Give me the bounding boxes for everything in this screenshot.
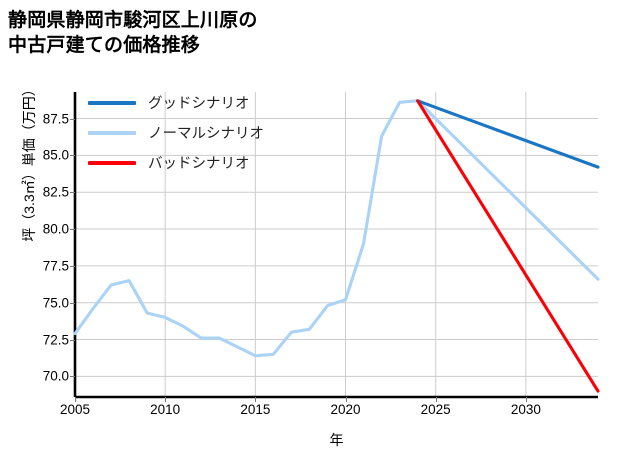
y-axis-tick-label: 87.5	[42, 111, 69, 127]
series-normal	[73, 99, 600, 358]
x-axis-tick-label: 2015	[240, 402, 271, 417]
y-axis-tick-label: 75.0	[42, 295, 69, 311]
series-good	[416, 99, 600, 169]
y-axis-tick-label: 77.5	[42, 258, 69, 274]
y-axis-tick-label: 72.5	[42, 332, 69, 348]
legend-label-good: グッドシナリオ	[148, 96, 250, 112]
x-axis-tick-mark	[525, 397, 527, 402]
x-axis-tick-mark	[255, 397, 257, 402]
chart-title: 静岡県静岡市駿河区上川原の 中古戸建ての価格推移	[8, 10, 258, 57]
y-axis-tick-mark	[70, 192, 75, 194]
x-axis-tick-mark	[435, 397, 437, 402]
y-axis-tick-mark	[70, 155, 75, 157]
y-axis-tick-mark	[70, 376, 75, 378]
x-axis-tick-label: 2025	[420, 402, 451, 417]
legend-label-bad: バッドシナリオ	[148, 156, 250, 172]
legend-item-normal: ノーマルシナリオ	[88, 122, 264, 143]
legend-swatch-good	[88, 100, 136, 105]
legend-item-good: グッドシナリオ	[88, 92, 264, 113]
x-axis-label: 年	[329, 432, 344, 448]
y-axis-tick-mark	[70, 229, 75, 231]
x-axis-tick-mark	[165, 397, 167, 402]
legend-item-bad: バッドシナリオ	[88, 152, 264, 173]
legend-swatch-normal	[88, 130, 136, 135]
y-axis-tick-label: 80.0	[42, 221, 69, 237]
x-axis-tick-label: 2010	[150, 402, 181, 417]
chart-legend: グッドシナリオ ノーマルシナリオ バッドシナリオ	[88, 92, 264, 173]
x-axis-tick-mark	[75, 397, 76, 402]
y-axis-tick-label: 70.0	[42, 368, 69, 384]
x-axis-tick-label: 2005	[59, 402, 91, 417]
y-axis-tick-mark	[70, 118, 75, 120]
y-axis-tick-mark	[70, 302, 75, 304]
y-axis-tick-mark	[70, 265, 75, 267]
legend-swatch-bad	[88, 160, 136, 165]
x-axis-tick-label: 2020	[330, 402, 361, 417]
legend-label-normal: ノーマルシナリオ	[148, 126, 264, 142]
x-axis-tick-label: 2030	[510, 402, 541, 417]
y-axis-tick-label: 82.5	[42, 184, 69, 200]
series-bad	[416, 99, 600, 393]
y-axis-tick-mark	[70, 339, 75, 341]
y-axis-tick-label: 85.0	[42, 147, 69, 163]
x-axis-tick-mark	[345, 397, 347, 402]
